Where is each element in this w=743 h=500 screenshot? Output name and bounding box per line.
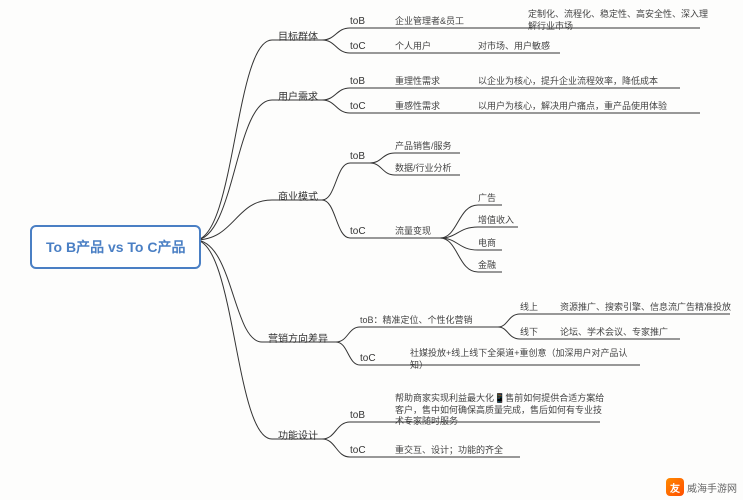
b5-toc-1: 重交互、设计；功能的齐全 (395, 445, 503, 457)
b3-tob-1: 产品销售/服务 (395, 141, 452, 153)
branch-func: 功能设计 (278, 427, 318, 442)
b3-toc-1b: 增值收入 (478, 215, 514, 227)
branch-biz: 商业模式 (278, 188, 318, 203)
root-label: To B产品 vs To C产品 (46, 239, 185, 255)
logo-text: 威海手游网 (687, 480, 737, 495)
b4-tob: toB：精准定位、个性化营销 (360, 315, 473, 327)
b4-toc: toC (360, 353, 376, 364)
b3-toc-1c: 电商 (478, 238, 496, 250)
b1-toc: toC (350, 41, 366, 52)
b1-tob-2: 定制化、流程化、稳定性、高安全性、深入理解行业市场 (528, 9, 708, 32)
b1-tob: toB (350, 16, 365, 27)
b3-toc-1: 流量变现 (395, 226, 431, 238)
b1-tob-1: 企业管理者&员工 (395, 16, 464, 28)
branch-target: 目标群体 (278, 28, 318, 43)
b2-tob-1: 重理性需求 (395, 76, 440, 88)
b3-toc-1d: 金融 (478, 260, 496, 272)
b3-toc-1a: 广告 (478, 193, 496, 205)
b5-tob-1: 帮助商家实现利益最大化📱售前如何提供合适方案给客户，售中如何确保高质量完成，售后… (395, 393, 605, 428)
b5-tob: toB (350, 410, 365, 421)
b2-toc: toC (350, 101, 366, 112)
b3-tob-2: 数据/行业分析 (395, 163, 452, 175)
b4-tob-on: 线上 (520, 302, 538, 314)
b4-toc-1: 社媒投放+线上线下全渠道+重创意（加深用户对产品认知） (410, 348, 640, 371)
b2-tob: toB (350, 76, 365, 87)
b2-toc-1: 重感性需求 (395, 101, 440, 113)
b3-tob: toB (350, 151, 365, 162)
b1-toc-1: 个人用户 (395, 41, 431, 53)
b3-toc: toC (350, 226, 366, 237)
branch-needs: 用户需求 (278, 88, 318, 103)
watermark-logo: 友 威海手游网 (666, 478, 737, 496)
b4-tob-off: 线下 (520, 327, 538, 339)
b5-toc: toC (350, 445, 366, 456)
root-node: To B产品 vs To C产品 (30, 225, 201, 269)
b4-tob-off-d: 论坛、学术会议、专家推广 (560, 327, 668, 339)
b4-tob-on-d: 资源推广、搜索引擎、信息流广告精准投放 (560, 302, 731, 314)
b1-toc-2: 对市场、用户敏感 (478, 41, 550, 53)
branch-marketing: 营销方向差异 (268, 330, 328, 345)
b2-toc-2: 以用户为核心，解决用户痛点，重产品使用体验 (478, 101, 667, 113)
logo-icon: 友 (666, 478, 684, 496)
b2-tob-2: 以企业为核心，提升企业流程效率，降低成本 (478, 76, 658, 88)
